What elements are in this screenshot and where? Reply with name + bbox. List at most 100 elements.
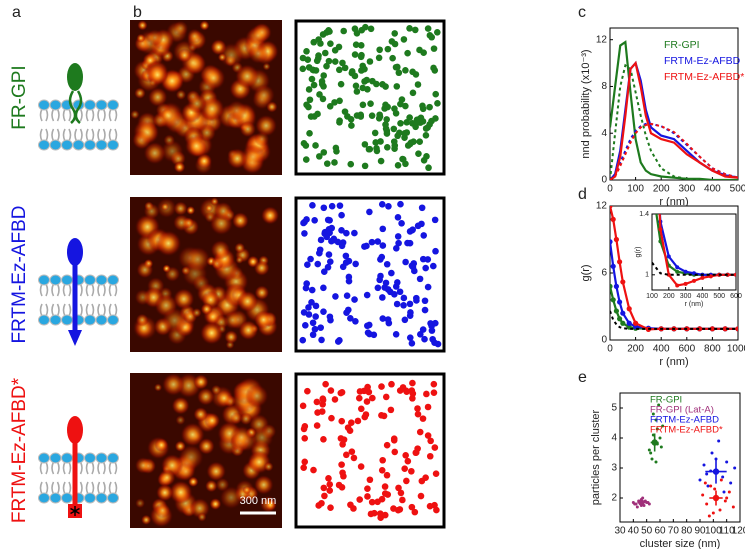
micrograph-spot xyxy=(171,396,190,415)
micrograph-spot xyxy=(239,120,256,138)
localization-dot xyxy=(400,36,408,43)
micrograph-spot xyxy=(173,161,186,173)
series-line xyxy=(610,310,738,330)
localization-dot xyxy=(376,276,383,284)
localization-dot xyxy=(337,80,345,88)
localization-dot xyxy=(399,496,406,504)
lipid-head xyxy=(38,314,50,326)
lipid-head xyxy=(95,274,108,286)
micrograph-spot xyxy=(189,498,211,519)
scatter-point xyxy=(725,496,729,500)
localization-dot xyxy=(309,319,317,327)
y-axis-label: g(r) xyxy=(580,264,592,281)
localization-dot xyxy=(312,313,319,320)
localization-dot xyxy=(388,38,396,45)
lipid-tail xyxy=(108,461,118,475)
localization-dot xyxy=(414,445,421,452)
localization-dot xyxy=(406,25,413,32)
localization-dot xyxy=(374,284,382,292)
localization-dot xyxy=(400,302,407,309)
localization-dot xyxy=(367,25,375,33)
row-label: FRTM-Ez-AFBD* xyxy=(9,377,30,523)
localization-dot xyxy=(311,217,318,224)
localization-dot xyxy=(316,246,324,254)
micrograph-spot xyxy=(218,42,244,68)
micrograph-spot xyxy=(141,514,152,526)
localization-dot xyxy=(396,129,403,137)
y-axis-label: g(r) xyxy=(635,247,642,258)
lipid-head xyxy=(95,99,108,111)
localization-dot xyxy=(348,122,355,129)
lipid-head xyxy=(49,99,62,111)
x-tick-label: 200 xyxy=(663,293,675,300)
gpi-anchor xyxy=(68,90,83,124)
micrograph-spot xyxy=(172,20,189,37)
localization-dot xyxy=(392,245,400,252)
localization-dot xyxy=(432,470,440,477)
localization-dot xyxy=(409,89,417,97)
series-line xyxy=(610,60,738,180)
scatter-point xyxy=(654,418,658,422)
localization-dot xyxy=(424,403,432,411)
scatter-point xyxy=(635,505,639,509)
localization-dot xyxy=(383,144,391,151)
localization-dot xyxy=(404,457,412,465)
micrograph-spot xyxy=(234,242,246,254)
membrane-cartoon xyxy=(38,238,119,346)
series-marker xyxy=(633,320,639,326)
micrograph-spot xyxy=(187,476,199,488)
series-marker xyxy=(620,320,626,326)
localization-dot xyxy=(347,501,354,509)
localization-dot xyxy=(338,417,346,425)
localization-dot xyxy=(414,410,422,418)
localization-dot xyxy=(395,239,402,247)
micrograph-spot xyxy=(175,415,186,426)
micrograph-spot xyxy=(175,89,187,101)
localization-dot xyxy=(347,115,355,123)
series-marker xyxy=(675,283,680,288)
localization-dot xyxy=(326,103,334,110)
micrograph-spot xyxy=(199,20,210,31)
localization-dot xyxy=(325,475,332,482)
localization-dot xyxy=(379,456,386,464)
series-marker xyxy=(692,278,696,283)
localization-dot xyxy=(313,422,321,429)
micrograph-spot xyxy=(135,313,149,327)
x-tick-label: 200 xyxy=(653,184,670,195)
plot-content xyxy=(610,40,738,180)
localization-dot xyxy=(432,90,440,98)
localization-dot xyxy=(323,160,331,167)
localization-dot xyxy=(300,309,308,316)
localization-dot xyxy=(362,411,370,418)
localization-dot xyxy=(299,54,307,62)
localization-dot xyxy=(351,296,358,303)
localization-dot xyxy=(317,324,324,331)
localization-dot xyxy=(379,242,387,249)
x-tick-label: 50 xyxy=(641,526,653,537)
localization-dot xyxy=(424,283,432,291)
micrograph-spot xyxy=(134,289,151,306)
scale-bar-label: 300 nm xyxy=(240,495,277,507)
x-tick-label: 30 xyxy=(614,526,626,537)
legend-entry: FR-GPI xyxy=(650,395,682,406)
localization-dot xyxy=(419,415,427,422)
micrograph-spot xyxy=(147,87,168,107)
protein-head xyxy=(67,416,83,444)
scatter-point xyxy=(719,478,723,482)
micrograph-spot xyxy=(155,230,182,257)
micrograph-spot xyxy=(245,384,269,408)
localization-dot xyxy=(363,76,371,84)
localization-dot xyxy=(383,116,391,123)
localization-dot xyxy=(323,233,331,241)
localization-dot xyxy=(420,232,428,239)
x-tick-label: 500 xyxy=(713,293,725,300)
localization-dot xyxy=(398,220,405,227)
micrograph-spot xyxy=(169,480,193,505)
series-marker xyxy=(734,272,736,277)
localization-dot xyxy=(348,419,355,427)
localization-dot xyxy=(343,229,350,237)
localization-dot xyxy=(402,66,409,74)
lipid-tail xyxy=(62,303,72,317)
localization-dot xyxy=(376,510,384,517)
localization-dot xyxy=(359,101,367,109)
